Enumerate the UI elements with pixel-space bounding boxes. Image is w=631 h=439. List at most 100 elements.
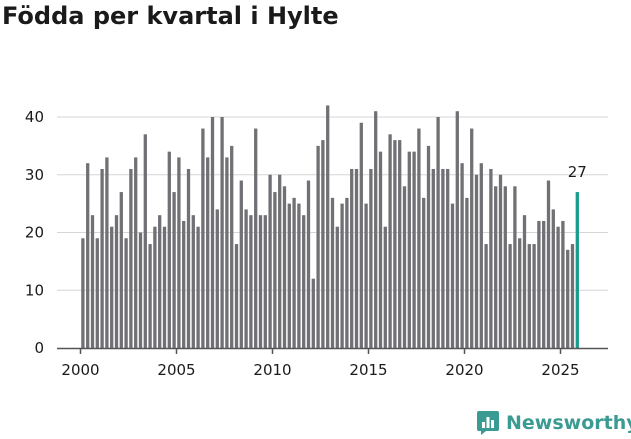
bar — [316, 145, 320, 349]
bar — [489, 168, 493, 348]
bar — [201, 128, 205, 348]
bar — [326, 105, 330, 348]
bar — [474, 174, 479, 348]
bar — [450, 203, 455, 349]
bar — [167, 151, 171, 348]
bar — [254, 128, 258, 348]
x-tick-label: 2025 — [541, 361, 579, 379]
bar — [537, 220, 541, 348]
bar — [417, 128, 421, 348]
x-axis — [57, 347, 608, 354]
bar — [340, 203, 344, 349]
bar — [244, 209, 248, 348]
bar — [522, 215, 527, 348]
bar — [546, 180, 551, 348]
y-tick-label: 20 — [25, 224, 44, 242]
bar — [114, 215, 119, 348]
bar — [282, 186, 287, 348]
y-tick-labels: 0 10 20 30 40 — [25, 108, 44, 357]
bar — [465, 197, 469, 348]
bar — [186, 168, 191, 348]
y-tick-label: 40 — [25, 108, 44, 126]
bar — [287, 203, 291, 349]
bar — [422, 197, 426, 348]
bar — [359, 122, 363, 349]
bar — [412, 151, 416, 348]
bar — [206, 157, 210, 348]
x-tick-labels: 2000 2005 2010 2015 2020 2025 — [61, 361, 579, 379]
bar — [479, 163, 483, 348]
newsworthy-logo: Newsworthy — [476, 408, 631, 438]
bar — [105, 157, 109, 348]
bar — [393, 140, 397, 348]
bar — [234, 244, 239, 348]
bar — [306, 180, 311, 348]
bar — [426, 145, 431, 349]
bar — [470, 128, 474, 348]
x-tick-label: 2020 — [445, 361, 483, 379]
bar — [556, 226, 560, 348]
bar — [134, 157, 138, 348]
bar — [158, 215, 162, 348]
bar — [292, 197, 296, 348]
bar — [278, 174, 282, 348]
bar — [398, 140, 402, 348]
bar — [446, 168, 450, 348]
bar — [321, 140, 325, 348]
bar — [263, 215, 267, 348]
bar — [532, 244, 536, 348]
bar — [566, 249, 570, 348]
bar — [81, 238, 85, 348]
bar — [124, 238, 128, 348]
bar — [378, 151, 383, 348]
bar — [570, 244, 575, 348]
bar — [86, 163, 90, 348]
bar — [95, 238, 99, 348]
bar — [364, 203, 368, 349]
bar — [350, 168, 354, 348]
bar — [508, 244, 512, 348]
bar — [162, 226, 167, 348]
bar — [498, 174, 503, 348]
bar — [551, 209, 555, 348]
bar — [196, 226, 200, 348]
bar — [225, 157, 229, 348]
bar — [354, 168, 359, 348]
x-tick-label: 2010 — [253, 361, 291, 379]
bar — [455, 111, 459, 348]
bar — [518, 238, 522, 348]
bar — [441, 168, 445, 348]
annotations: 27 — [568, 163, 587, 181]
bar — [484, 244, 488, 348]
bar — [210, 117, 215, 348]
bar — [383, 226, 387, 348]
bar — [182, 220, 186, 348]
x-tick-label: 2000 — [61, 361, 99, 379]
bar — [143, 134, 147, 348]
y-tick-label: 30 — [25, 166, 44, 184]
bar — [542, 220, 546, 348]
bar — [302, 215, 306, 348]
bar — [100, 168, 104, 348]
bar — [129, 168, 133, 348]
bar — [90, 215, 95, 348]
bar — [239, 180, 243, 348]
bar — [220, 117, 224, 348]
bar — [374, 111, 378, 348]
bar — [335, 226, 339, 348]
page-title: Födda per kvartal i Hylte — [2, 2, 339, 30]
bar — [119, 192, 123, 348]
y-tick-label: 10 — [25, 281, 44, 299]
bar — [297, 203, 301, 349]
bar — [177, 157, 181, 348]
bar — [345, 197, 349, 348]
bar — [138, 232, 143, 348]
bar-latest — [575, 192, 579, 348]
bar — [148, 244, 152, 348]
bar — [494, 186, 498, 348]
bar — [249, 215, 253, 348]
bar — [561, 220, 565, 348]
bar — [311, 278, 315, 348]
bar — [273, 192, 277, 348]
